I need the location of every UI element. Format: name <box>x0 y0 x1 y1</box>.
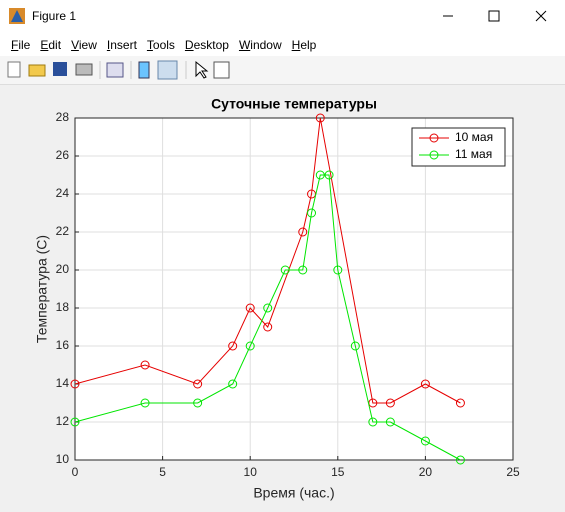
data-point <box>193 379 203 389</box>
data-point <box>193 398 203 408</box>
axes-box <box>74 117 514 461</box>
data-point <box>333 265 343 275</box>
data-point <box>70 417 80 427</box>
menu-item[interactable]: View <box>71 38 97 52</box>
pointer-icon[interactable] <box>195 60 209 79</box>
x-tick-label: 0 <box>72 465 79 479</box>
data-point <box>307 208 317 218</box>
data-point <box>245 303 255 313</box>
series-line <box>74 117 461 404</box>
y-tick-label: 12 <box>56 414 70 428</box>
y-tick-label: 20 <box>56 262 70 276</box>
data-point <box>70 379 80 389</box>
menu-bar: File Edit View Insert Tools Desktop Window Help <box>0 33 565 56</box>
menu-item[interactable]: Insert <box>106 38 137 52</box>
legend-icon[interactable] <box>157 60 178 80</box>
toolbar-icons <box>7 60 230 80</box>
save-icon[interactable] <box>53 62 67 76</box>
open-icon[interactable] <box>28 64 46 77</box>
data-point <box>228 341 238 351</box>
x-tick-label: 20 <box>419 465 433 479</box>
data-point <box>228 379 238 389</box>
data-point <box>324 170 334 180</box>
y-tick-label: 16 <box>56 338 70 352</box>
app-icon-shape <box>11 10 23 22</box>
title-bar: Figure 1 <box>0 0 565 33</box>
data-point <box>385 398 395 408</box>
data-point <box>350 341 360 351</box>
y-tick-label: 14 <box>56 376 70 390</box>
legend: 10 мая 11 мая <box>411 127 506 167</box>
colorbar-icon[interactable] <box>138 61 150 79</box>
new-icon[interactable] <box>7 61 21 78</box>
y-tick-label: 10 <box>56 452 70 466</box>
x-tick-label: 5 <box>159 465 166 479</box>
menu-item[interactable]: Help <box>291 38 317 52</box>
y-tick-label: 26 <box>56 148 70 162</box>
menu-item[interactable]: File <box>11 38 31 52</box>
series-line <box>74 174 461 461</box>
y-tick-label: 18 <box>56 300 70 314</box>
y-tick-label: 22 <box>56 224 70 238</box>
menu-item[interactable]: Window <box>238 38 282 52</box>
legend-marker <box>429 150 439 160</box>
data-point <box>280 265 290 275</box>
close[interactable] <box>535 10 547 22</box>
axes-background <box>75 118 513 460</box>
data-point <box>455 455 465 465</box>
legend-label: 11 мая <box>455 147 492 161</box>
property-icon[interactable] <box>213 61 230 79</box>
data-point <box>455 398 465 408</box>
data-point <box>140 398 150 408</box>
legend-box <box>411 127 506 167</box>
legend-marker <box>429 133 439 143</box>
menu-item[interactable]: Tools <box>146 38 175 52</box>
y-tick-label: 24 <box>56 186 70 200</box>
data-point <box>245 341 255 351</box>
link-icon[interactable] <box>106 62 124 78</box>
menu-item[interactable]: Desktop <box>184 38 229 52</box>
chart: Суточные температуры Время (час.) Темпер… <box>34 96 520 501</box>
y-tick-label: 28 <box>56 110 70 124</box>
toolbar <box>0 56 565 85</box>
x-tick-label: 15 <box>331 465 345 479</box>
print-icon[interactable] <box>75 63 93 76</box>
data-point <box>368 417 378 427</box>
menu-item[interactable]: Edit <box>40 38 62 52</box>
maximize[interactable] <box>488 10 500 22</box>
y-axis-label: Температура (C) <box>34 235 50 343</box>
data-point <box>385 417 395 427</box>
window-controls <box>9 8 547 24</box>
data-point <box>420 379 430 389</box>
legend-label: 10 мая <box>455 130 493 144</box>
x-axis-label: Время (час.) <box>253 485 334 501</box>
data-point <box>298 227 308 237</box>
data-point <box>315 170 325 180</box>
data-point <box>420 436 430 446</box>
data-point <box>298 265 308 275</box>
data-point <box>263 322 273 332</box>
x-tick-label: 10 <box>244 465 258 479</box>
x-tick-label: 25 <box>506 465 520 479</box>
data-point <box>315 113 325 123</box>
window-title: Figure 1 <box>32 9 77 23</box>
data-point <box>263 303 273 313</box>
data-point <box>140 360 150 370</box>
chart-title: Суточные температуры <box>211 96 377 112</box>
